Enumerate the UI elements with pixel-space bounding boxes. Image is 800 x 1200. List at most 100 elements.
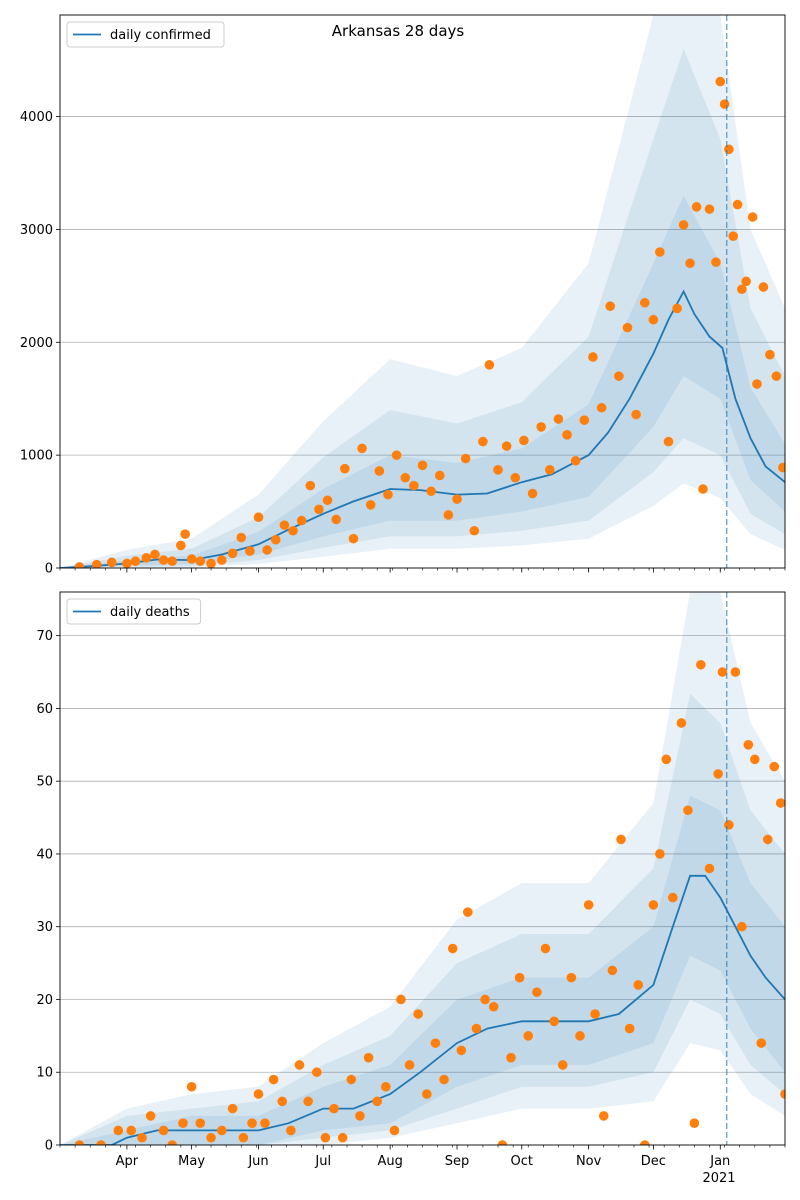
data-point <box>413 1009 423 1019</box>
data-point <box>583 900 594 910</box>
data-point <box>737 921 747 932</box>
data-point <box>186 554 197 564</box>
data-point <box>374 466 385 476</box>
data-point <box>493 465 503 475</box>
data-point <box>717 667 728 677</box>
data-point <box>238 1132 249 1143</box>
x-tick-label: Nov <box>576 1154 602 1169</box>
confirmed-panel: 0 1000 2000 3000 4000 daily confirmed <box>20 14 786 577</box>
x-tick-label: Jul <box>314 1154 331 1169</box>
data-point <box>724 144 734 155</box>
data-point <box>288 525 298 536</box>
data-point <box>141 553 152 563</box>
y-tick-label: 30 <box>36 920 53 935</box>
y-tick-label: 50 <box>36 775 53 790</box>
data-point <box>296 515 307 526</box>
data-point <box>696 659 706 670</box>
data-point <box>372 1096 382 1107</box>
uncertainty-band <box>60 15 785 568</box>
data-point <box>575 1031 585 1041</box>
data-point <box>381 1081 391 1092</box>
data-point <box>752 379 762 389</box>
x-tick-label: Jan <box>709 1154 730 1169</box>
data-point <box>624 1023 635 1034</box>
x-tick-label: Apr <box>116 1154 139 1169</box>
median-line <box>60 289 785 568</box>
x-tick-label: Oct <box>511 1154 533 1169</box>
y-tick-label: 20 <box>36 993 53 1008</box>
data-point <box>180 529 190 539</box>
data-point <box>167 1140 178 1145</box>
data-point <box>655 849 665 859</box>
data-point <box>545 465 555 475</box>
data-point <box>227 548 238 559</box>
data-point <box>480 994 490 1005</box>
data-point <box>400 472 411 483</box>
data-point <box>195 1118 206 1128</box>
data-point <box>365 500 376 510</box>
data-point <box>409 480 419 491</box>
data-point <box>469 525 480 536</box>
y-tick-label: 0 <box>45 562 53 577</box>
data-point <box>260 1118 270 1128</box>
data-point <box>247 1118 257 1128</box>
data-point <box>262 545 272 555</box>
data-point <box>417 460 428 471</box>
data-point <box>685 258 695 269</box>
y-tick-label: 40 <box>36 847 53 862</box>
data-point <box>217 555 227 565</box>
data-point <box>562 430 572 440</box>
data-point <box>329 1103 339 1114</box>
data-point <box>536 422 546 432</box>
data-point <box>277 1096 288 1107</box>
data-point <box>158 1125 169 1136</box>
data-point <box>778 462 785 473</box>
data-point <box>460 453 471 464</box>
chart-title: Arkansas 28 days <box>332 22 465 40</box>
data-point <box>648 900 659 910</box>
data-point <box>590 1009 600 1019</box>
data-point <box>488 1001 499 1012</box>
data-point <box>96 1140 106 1145</box>
data-point <box>426 486 436 497</box>
data-point <box>206 558 216 568</box>
deaths-panel: 0 10 20 30 40 50 60 70 Apr May Jun Jul Aug Sep Oct Nov D… <box>36 591 786 1169</box>
data-point <box>176 540 186 551</box>
data-point <box>506 1052 516 1063</box>
data-point <box>91 559 102 568</box>
median-line <box>60 874 785 1145</box>
data-point <box>667 892 678 903</box>
data-point <box>549 1016 559 1027</box>
data-point <box>758 282 769 292</box>
data-point <box>348 533 359 544</box>
data-point <box>605 301 616 311</box>
data-point <box>540 943 551 954</box>
y-tick-label: 10 <box>36 1066 53 1081</box>
data-point <box>711 257 721 267</box>
data-point <box>497 1140 508 1145</box>
data-point <box>122 558 132 568</box>
data-point <box>268 1074 279 1085</box>
data-point <box>514 972 525 983</box>
data-point <box>566 972 577 983</box>
data-point <box>704 204 715 214</box>
data-point <box>130 556 141 567</box>
data-point <box>570 455 581 466</box>
data-point <box>780 1089 785 1099</box>
legend-label: daily deaths <box>110 605 190 620</box>
data-point <box>404 1060 415 1070</box>
data-point <box>305 480 316 491</box>
data-point <box>363 1052 374 1063</box>
data-point <box>743 740 754 750</box>
x-tick-label: Aug <box>377 1154 402 1169</box>
data-point <box>443 510 454 520</box>
data-point <box>145 1111 156 1121</box>
data-point <box>771 371 782 381</box>
y-tick-label: 2000 <box>20 336 53 351</box>
data-point <box>113 1125 124 1136</box>
data-point <box>217 1125 227 1136</box>
data-point <box>639 297 650 308</box>
data-point <box>178 1118 188 1128</box>
data-point <box>762 834 773 845</box>
